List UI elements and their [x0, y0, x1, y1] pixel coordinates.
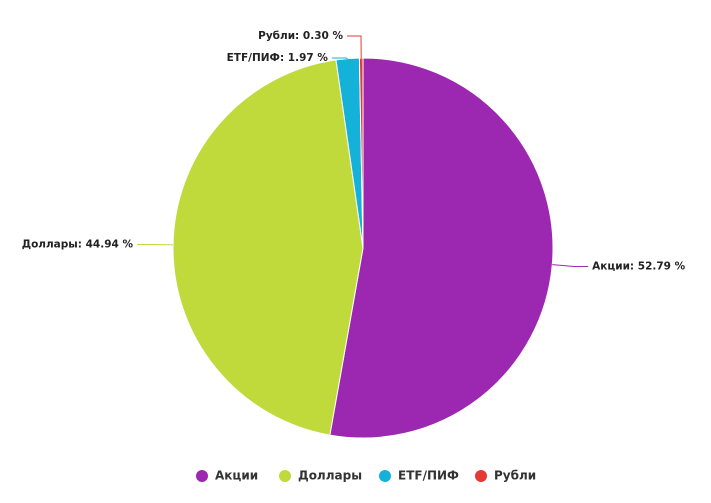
legend-marker[interactable]	[196, 470, 208, 482]
pie-slice	[172, 59, 364, 436]
pie-slice	[358, 57, 364, 249]
legend-label[interactable]: Доллары	[298, 469, 362, 483]
pie-slice	[329, 57, 554, 439]
connector	[331, 57, 348, 60]
legend-marker[interactable]	[279, 470, 291, 482]
connector	[552, 264, 589, 268]
legend-label[interactable]: ETF/ПИФ	[398, 469, 459, 483]
data-label: Акции: 52.79 %	[592, 261, 685, 273]
data-label: ETF/ПИФ: 1.97 %	[227, 52, 329, 64]
legend-marker[interactable]	[475, 470, 487, 482]
connector	[347, 35, 362, 59]
legend-label[interactable]: Рубли	[494, 469, 536, 483]
legend-label[interactable]: Акции	[215, 469, 258, 483]
data-label: Доллары: 44.94 %	[22, 239, 134, 251]
legend-marker[interactable]	[379, 470, 391, 482]
data-label: Рубли: 0.30 %	[258, 30, 343, 42]
